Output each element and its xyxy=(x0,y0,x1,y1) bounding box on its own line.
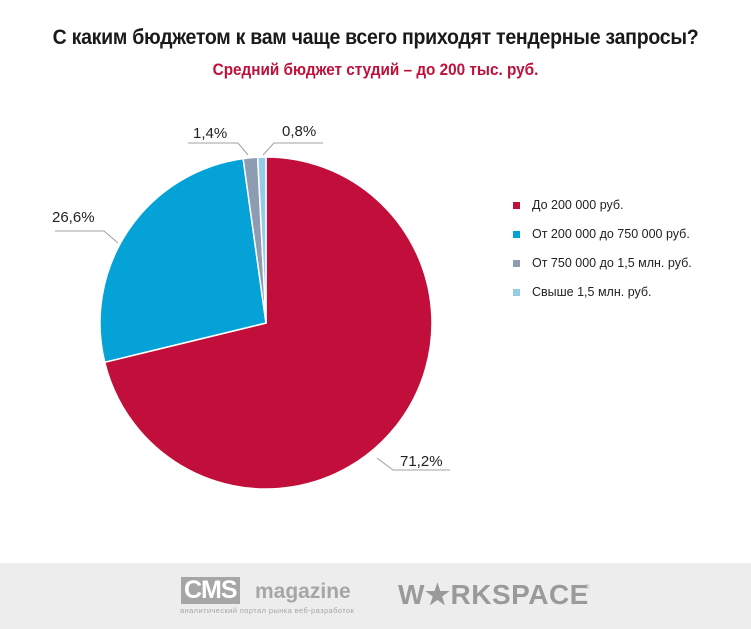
cms-tagline: аналитический портал рынка веб-разработо… xyxy=(180,606,355,615)
cms-logo-box: CMS xyxy=(181,577,240,604)
chart-legend: До 200 000 руб. От 200 000 до 750 000 ру… xyxy=(512,196,692,312)
leader-line xyxy=(262,142,323,156)
legend-swatch-icon xyxy=(513,202,520,209)
leader-line xyxy=(188,142,249,156)
leader-line xyxy=(376,457,450,471)
legend-item: От 200 000 до 750 000 руб. xyxy=(512,225,692,254)
slice-percent-label: 0,8% xyxy=(282,123,316,140)
cms-logo-word: magazine xyxy=(255,580,351,603)
legend-item: До 200 000 руб. xyxy=(512,196,692,225)
legend-swatch-icon xyxy=(513,289,520,296)
chart-title: С каким бюджетом к вам чаще всего приход… xyxy=(52,26,699,49)
slice-percent-label: 1,4% xyxy=(193,125,227,142)
legend-label: От 200 000 до 750 000 руб. xyxy=(532,227,690,241)
slice-percent-label: 71,2% xyxy=(400,453,443,470)
legend-item: Свыше 1,5 млн. руб. xyxy=(512,283,692,312)
pie-slice xyxy=(99,157,267,364)
workspace-logo: W★RKSPACE xyxy=(398,579,589,610)
chart-subtitle: Средний бюджет студий – до 200 тыс. руб. xyxy=(212,60,539,79)
legend-label: Свыше 1,5 млн. руб. xyxy=(532,285,652,299)
slice-percent-label: 26,6% xyxy=(52,209,95,226)
legend-swatch-icon xyxy=(513,231,520,238)
pie-slices xyxy=(99,156,433,490)
legend-item: От 750 000 до 1,5 млн. руб. xyxy=(512,254,692,283)
pie-chart: 71,2% 26,6% 1,4% 0,8% xyxy=(52,123,450,490)
pie-slice xyxy=(103,156,433,490)
legend-label: От 750 000 до 1,5 млн. руб. xyxy=(532,256,692,270)
legend-swatch-icon xyxy=(513,260,520,267)
registered-icon: ® xyxy=(585,585,590,591)
leader-line xyxy=(55,230,119,244)
legend-label: До 200 000 руб. xyxy=(532,198,624,212)
pie-labels: 71,2% 26,6% 1,4% 0,8% xyxy=(52,123,450,471)
footer-bar xyxy=(0,563,751,629)
pie-slice xyxy=(256,156,267,324)
